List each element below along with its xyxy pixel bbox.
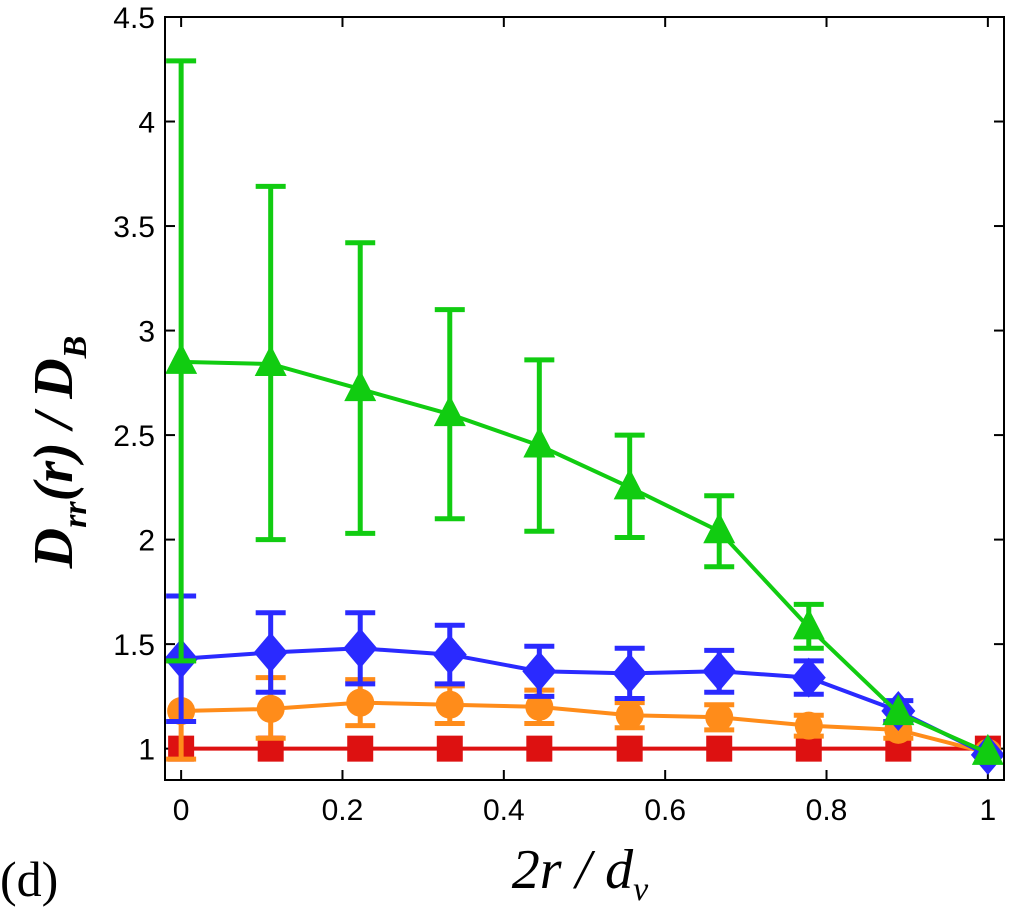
data-point-orange	[794, 711, 823, 740]
data-point-red	[526, 735, 553, 762]
data-point-red	[436, 735, 463, 762]
y-axis-title-part2: (r) / D	[23, 358, 85, 501]
data-point-red	[616, 735, 643, 762]
data-point-green	[882, 694, 915, 726]
tick-labels-layer: 0 0.2 0.4 0.6 0.8 1 1 1.5 2 2.5 3 3.5 4 4.5	[113, 2, 996, 827]
y-axis-title-part1: D	[23, 528, 85, 569]
series-layer	[164, 58, 1005, 775]
data-point-green	[792, 608, 825, 640]
series-orange	[166, 658, 1002, 767]
data-point-orange	[615, 701, 644, 730]
data-point-blue	[702, 651, 737, 692]
x-axis-title-sub: v	[633, 871, 649, 908]
y-axis-title-sub2: B	[57, 336, 94, 360]
data-point-green	[971, 733, 1004, 765]
data-point-red	[706, 735, 733, 762]
data-point-orange	[256, 694, 285, 723]
y-tick-label: 3	[138, 316, 155, 349]
y-tick-label: 3.5	[113, 211, 155, 244]
data-point-green	[165, 342, 198, 374]
panel-label: (d)	[0, 851, 58, 907]
data-point-green	[703, 512, 736, 544]
ticks-layer	[165, 16, 1004, 780]
x-tick-label: 1	[980, 794, 997, 827]
data-point-green	[433, 395, 466, 427]
x-tick-label: 0	[173, 794, 190, 827]
y-axis-title-sub1: rr	[57, 501, 94, 528]
data-point-green	[613, 468, 646, 500]
data-point-blue	[522, 651, 557, 692]
x-tick-label: 0.4	[483, 794, 525, 827]
series-line-orange	[181, 700, 989, 755]
series-line-blue	[180, 646, 989, 757]
series-red	[168, 735, 1001, 762]
data-point-orange	[435, 690, 464, 719]
data-point-green	[254, 345, 287, 377]
data-point-green	[523, 426, 556, 458]
x-axis-title-main: 2r / d	[512, 839, 634, 901]
x-tick-label: 0.6	[644, 794, 686, 827]
data-point-orange	[705, 703, 734, 732]
data-point-blue	[432, 634, 467, 675]
data-point-orange	[525, 692, 554, 721]
series-green	[165, 58, 1004, 765]
y-tick-label: 2.5	[113, 420, 155, 453]
y-tick-label: 1.5	[113, 629, 155, 662]
data-point-red	[795, 735, 822, 762]
data-point-red	[347, 735, 374, 762]
y-tick-label: 2	[138, 525, 155, 558]
y-tick-label: 4.5	[113, 2, 155, 35]
x-tick-label: 0.8	[806, 794, 848, 827]
data-point-blue	[612, 653, 647, 694]
y-axis-title: Drr(r) / DB	[23, 336, 94, 570]
data-point-orange	[346, 688, 375, 717]
data-point-blue	[791, 657, 826, 698]
series-line-green	[181, 359, 989, 755]
data-point-blue	[343, 628, 378, 669]
data-point-blue	[253, 632, 288, 673]
y-tick-label: 4	[138, 107, 155, 140]
x-axis-title: 2r / dv	[512, 839, 649, 908]
x-tick-label: 0.2	[322, 794, 364, 827]
data-point-green	[344, 370, 377, 402]
plot-frame	[164, 16, 1005, 781]
y-tick-label: 1	[138, 734, 155, 767]
